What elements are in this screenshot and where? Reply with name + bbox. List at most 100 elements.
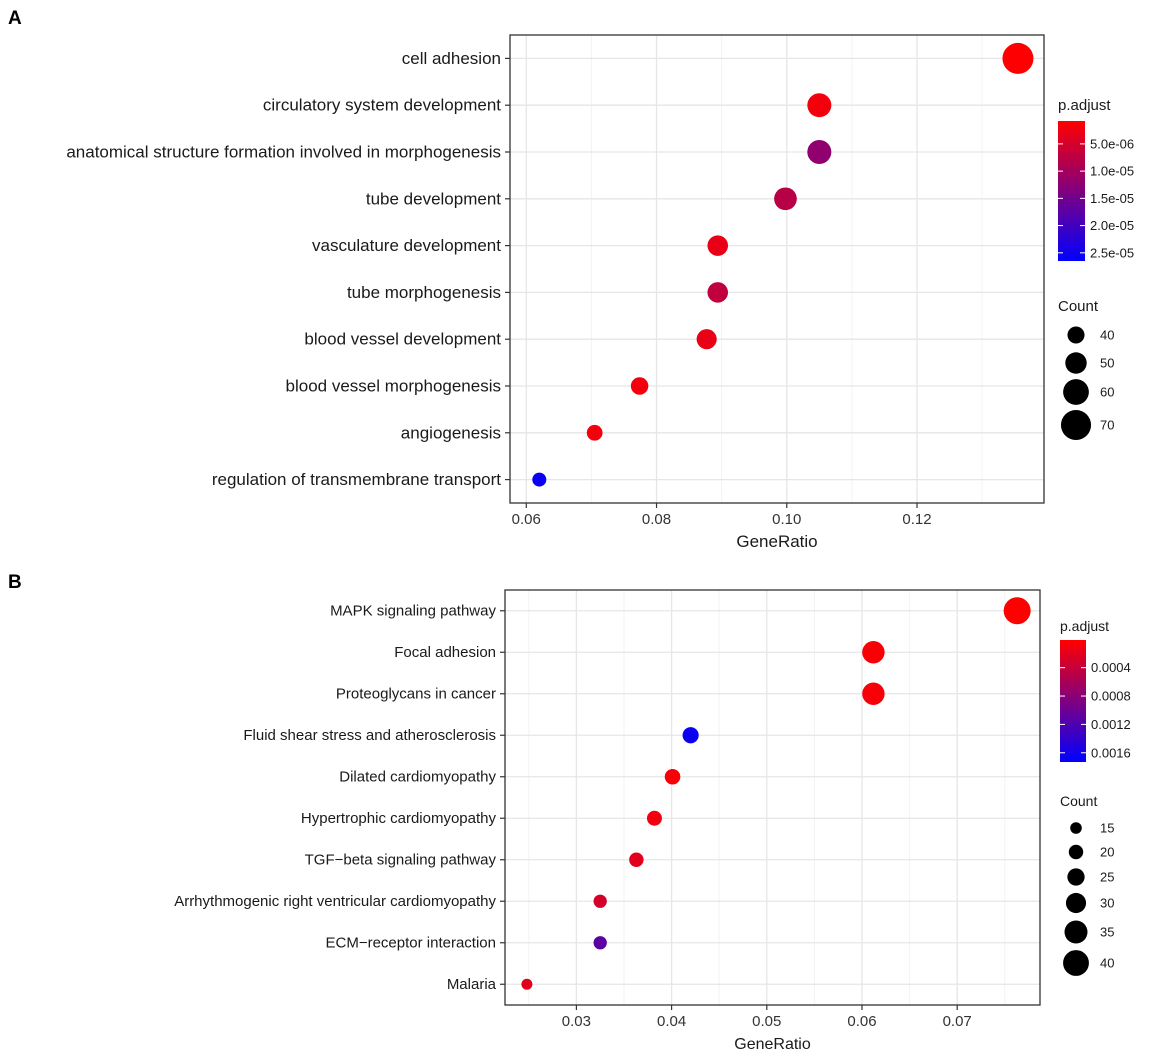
panel-b-term-labels: MAPK signaling pathway Focal adhesion Prot…: [174, 602, 505, 993]
data-point: [696, 329, 717, 350]
colorbar-tick-label: 0.0004: [1091, 660, 1131, 675]
panel-a-padjust-legend: p.adjust 5.0e-06 1.0e-05 1.5e-05 2.0e-05 2.5…: [1058, 97, 1134, 261]
term-label: vasculature development: [312, 236, 501, 255]
count-legend-label: 35: [1100, 925, 1114, 940]
x-tick-label: 0.06: [847, 1013, 876, 1030]
data-point: [1002, 42, 1034, 74]
data-point: [646, 810, 662, 826]
panel-b-x-axis-title: GeneRatio: [734, 1036, 811, 1053]
data-point: [593, 894, 607, 908]
panel-a-count-legend: Count 40 50 60 70: [1058, 298, 1114, 441]
plot-background: [510, 35, 1044, 503]
count-legend-dot: [1064, 920, 1088, 944]
term-label: Arrhythmogenic right ventricular cardiom…: [174, 893, 496, 910]
data-point: [682, 727, 699, 744]
x-tick-label: 0.03: [562, 1013, 591, 1030]
count-legend-label: 60: [1100, 385, 1114, 400]
data-point: [862, 682, 885, 705]
x-tick-label: 0.12: [902, 511, 931, 528]
panel-a-points: [532, 42, 1034, 487]
data-point: [593, 936, 607, 950]
x-tick-label: 0.08: [642, 511, 671, 528]
data-point: [1003, 597, 1031, 625]
term-label: tube development: [366, 189, 501, 208]
count-legend-dot: [1068, 844, 1084, 860]
panel-b-padjust-legend-title: p.adjust: [1060, 618, 1109, 634]
term-label: blood vessel morphogenesis: [286, 377, 501, 396]
panel-b-label: B: [8, 572, 22, 593]
term-label: tube morphogenesis: [347, 283, 501, 302]
term-label: blood vessel development: [304, 330, 501, 349]
data-point: [521, 978, 533, 990]
colorbar-tick-label: 0.0008: [1091, 689, 1131, 704]
data-point: [707, 235, 729, 256]
term-label: anatomical structure formation involved …: [66, 143, 501, 162]
panel-b-x-axis: 0.03 0.04 0.05 0.06 0.07: [562, 1005, 972, 1030]
panel-a-count-legend-title: Count: [1058, 298, 1099, 315]
count-legend-label: 50: [1100, 356, 1114, 371]
colorbar-tick-label: 0.0012: [1091, 717, 1131, 732]
x-tick-label: 0.07: [943, 1013, 972, 1030]
count-legend-label: 25: [1100, 870, 1114, 885]
term-label: regulation of transmembrane transport: [212, 470, 501, 489]
panel-b-count-legend-title: Count: [1060, 793, 1097, 809]
colorbar-tick-label: 2.5e-05: [1090, 245, 1134, 260]
data-point: [532, 472, 547, 487]
term-label: Hypertrophic cardiomyopathy: [301, 810, 497, 827]
data-point: [629, 852, 644, 867]
panel-b-count-legend: Count 15 20 25 30 35 40: [1060, 793, 1114, 976]
count-legend-label: 70: [1100, 418, 1114, 433]
data-point: [664, 768, 681, 785]
x-tick-label: 0.04: [657, 1013, 686, 1030]
term-label: MAPK signaling pathway: [330, 602, 496, 619]
panel-b-points: [521, 597, 1031, 990]
count-legend-dot: [1063, 950, 1089, 976]
panel-a-x-axis: 0.06 0.08 0.10 0.12: [512, 503, 932, 528]
term-label: Proteoglycans in cancer: [336, 685, 496, 702]
term-label: Focal adhesion: [394, 644, 496, 661]
count-legend-label: 40: [1100, 328, 1114, 343]
data-point: [774, 187, 797, 211]
term-label: Dilated cardiomyopathy: [339, 768, 496, 785]
data-point: [807, 139, 832, 165]
term-label: angiogenesis: [401, 423, 501, 442]
count-legend-dot: [1060, 409, 1092, 441]
panel-a-label: A: [8, 8, 22, 29]
panel-b-padjust-legend: p.adjust 0.0004 0.0008 0.0012 0.0016: [1060, 618, 1131, 762]
panel-a-plot-frame: [509, 34, 1045, 504]
data-point: [586, 424, 603, 441]
term-label: cell adhesion: [402, 49, 501, 68]
count-legend-dot: [1065, 352, 1087, 374]
count-legend-label: 15: [1100, 821, 1114, 836]
panel-a-padjust-legend-title: p.adjust: [1058, 97, 1111, 114]
padjust-colorbar: [1058, 121, 1085, 261]
panel-b-plot-frame: [504, 589, 1041, 1006]
panel-a-x-axis-title: GeneRatio: [736, 532, 817, 551]
panel-a-go-enrichment: A cell adhesion circulatory system develo…: [8, 8, 1134, 551]
colorbar-tick-label: 5.0e-06: [1090, 136, 1134, 151]
data-point: [807, 93, 832, 118]
x-tick-label: 0.05: [752, 1013, 781, 1030]
count-legend-label: 20: [1100, 845, 1114, 860]
padjust-colorbar: [1060, 640, 1086, 762]
x-tick-label: 0.06: [512, 511, 541, 528]
count-legend-label: 30: [1100, 896, 1114, 911]
data-point: [862, 641, 885, 664]
term-label: ECM−receptor interaction: [326, 934, 497, 951]
count-legend-dot: [1063, 379, 1089, 405]
panel-b-grid: [505, 590, 1040, 1005]
count-legend-label: 40: [1100, 956, 1114, 971]
term-label: Fluid shear stress and atherosclerosis: [243, 727, 496, 744]
term-label: circulatory system development: [263, 96, 501, 115]
term-label: TGF−beta signaling pathway: [305, 851, 497, 868]
x-tick-label: 0.10: [772, 511, 801, 528]
panel-a-term-labels: cell adhesion circulatory system developm…: [66, 49, 510, 489]
count-legend-dot: [1065, 892, 1087, 914]
data-point: [707, 282, 729, 303]
data-point: [630, 377, 649, 395]
count-legend-dot: [1067, 868, 1085, 886]
plot-background: [505, 590, 1040, 1005]
colorbar-tick-label: 1.5e-05: [1090, 191, 1134, 206]
term-label: Malaria: [447, 976, 497, 993]
